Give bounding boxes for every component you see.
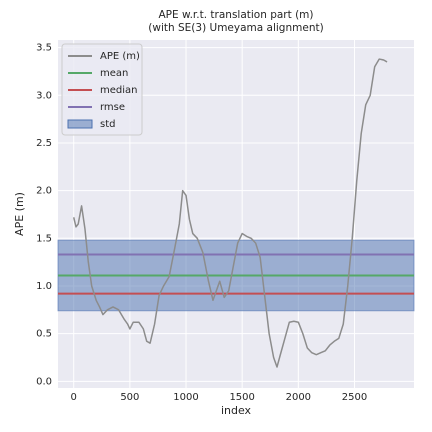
legend-label: mean [100,68,128,79]
y-tick-label: 0.0 [36,376,52,387]
y-tick-label: 3.0 [36,90,52,101]
x-tick-label: 0 [71,392,77,403]
y-tick-label: 2.0 [36,186,52,197]
x-tick-label: 500 [120,392,139,403]
series-line [72,58,388,368]
y-tick-label: 3.5 [36,43,52,54]
legend-label: std [100,119,115,130]
legend-swatch [67,119,93,129]
y-tick-label: 1.0 [36,281,52,292]
y-tick-label: 2.5 [36,138,52,149]
x-tick-label: 1000 [173,392,198,403]
y-tick-label: 0.5 [36,329,52,340]
chart-title: APE w.r.t. translation part (m) [158,9,313,21]
legend-label: APE (m) [100,51,140,62]
y-tick-label: 1.5 [36,233,52,244]
x-tick-label: 1500 [229,392,254,403]
legend-label: rmse [100,102,125,113]
y-axis-label: APE (m) [13,192,26,236]
x-tick-label: 2000 [286,392,311,403]
legend-label: median [100,85,138,96]
x-axis-label: index [221,404,252,417]
x-tick-label: 2500 [342,392,367,403]
legend-box [61,43,143,136]
chart-subtitle: (with SE(3) Umeyama alignment) [148,22,323,34]
